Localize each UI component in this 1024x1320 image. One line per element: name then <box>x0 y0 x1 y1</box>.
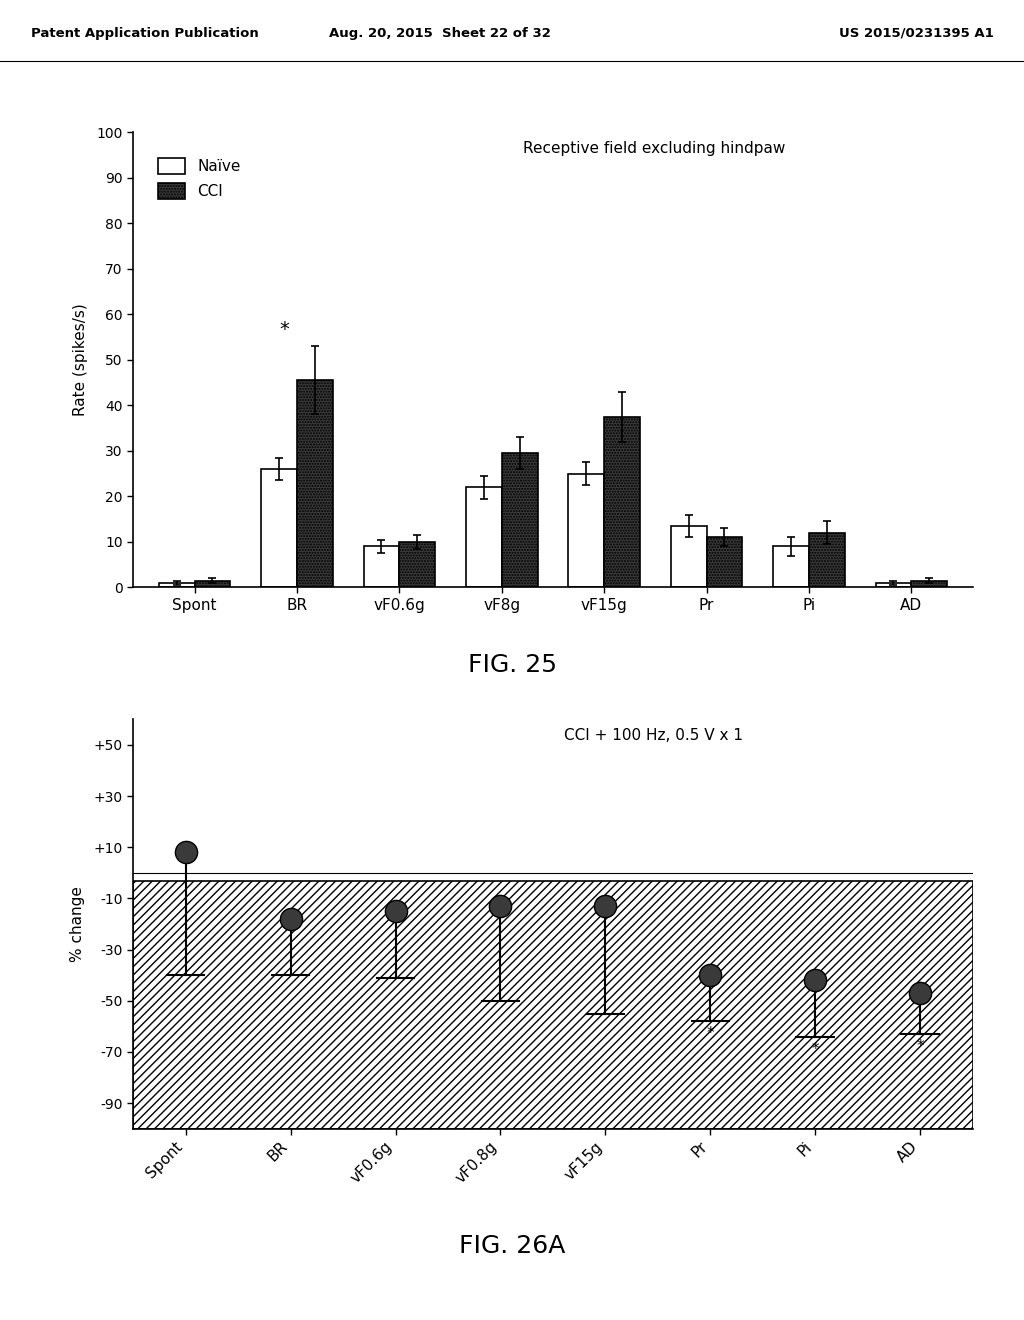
Text: FIG. 26A: FIG. 26A <box>459 1234 565 1258</box>
Text: CCI + 100 Hz, 0.5 V x 1: CCI + 100 Hz, 0.5 V x 1 <box>564 727 743 743</box>
Bar <box>195 581 230 587</box>
Bar <box>568 474 604 587</box>
Bar <box>159 583 195 587</box>
Bar <box>466 487 502 587</box>
Bar <box>773 546 809 587</box>
Text: US 2015/0231395 A1: US 2015/0231395 A1 <box>839 26 993 40</box>
Y-axis label: % change: % change <box>70 886 85 962</box>
Text: *: * <box>916 1039 924 1055</box>
Bar <box>261 469 297 587</box>
Text: Aug. 20, 2015  Sheet 22 of 32: Aug. 20, 2015 Sheet 22 of 32 <box>330 26 551 40</box>
Y-axis label: Rate (spikes/s): Rate (spikes/s) <box>73 304 88 416</box>
Bar <box>399 541 435 587</box>
Text: Patent Application Publication: Patent Application Publication <box>31 26 258 40</box>
Text: Receptive field excluding hindpaw: Receptive field excluding hindpaw <box>522 141 785 156</box>
Bar <box>133 880 973 1129</box>
Text: FIG. 25: FIG. 25 <box>468 653 556 677</box>
Bar <box>297 380 333 587</box>
Text: *: * <box>812 1041 819 1056</box>
Bar <box>911 581 947 587</box>
Text: *: * <box>707 1027 714 1041</box>
Bar <box>876 583 911 587</box>
Bar <box>604 417 640 587</box>
Bar <box>809 533 845 587</box>
Bar <box>502 453 538 587</box>
Bar <box>707 537 742 587</box>
Bar <box>364 546 399 587</box>
Text: *: * <box>280 321 289 339</box>
Bar <box>671 525 707 587</box>
Legend: Naïve, CCI: Naïve, CCI <box>158 158 241 199</box>
